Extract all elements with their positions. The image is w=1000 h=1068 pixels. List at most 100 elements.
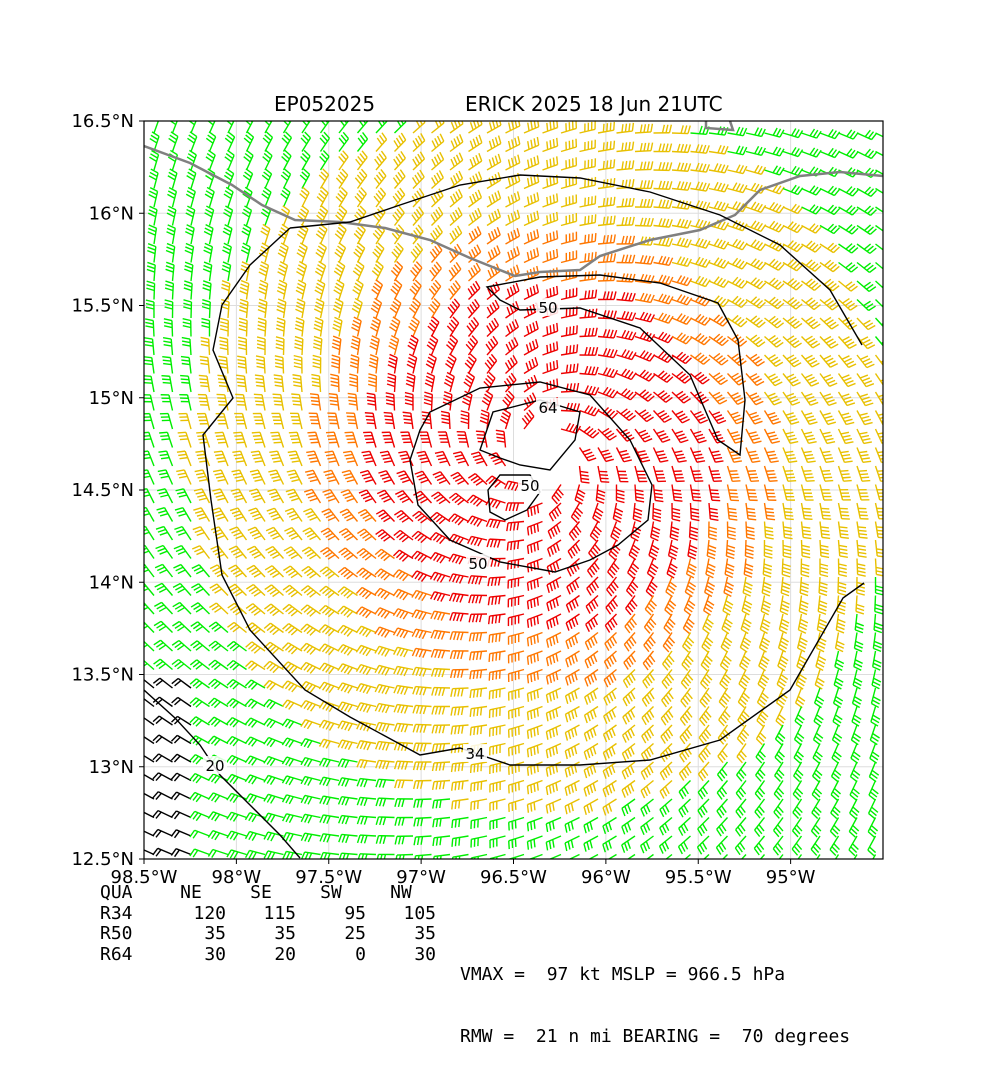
wind-barb <box>765 392 782 405</box>
wind-barb <box>795 707 804 727</box>
wind-barb <box>250 470 265 484</box>
wind-barb <box>248 527 265 540</box>
wind-barb <box>667 559 677 579</box>
wind-barb <box>736 818 746 837</box>
wind-barb <box>339 816 358 825</box>
wind-barb <box>349 374 357 392</box>
wind-barb <box>746 466 759 481</box>
wind-barb <box>876 540 886 557</box>
wind-barb <box>450 134 463 151</box>
wind-barb <box>598 197 615 207</box>
wind-barb <box>239 318 247 336</box>
wind-barb <box>756 762 765 781</box>
wind-barb <box>701 651 712 671</box>
wind-barb <box>338 721 357 731</box>
wind-barb <box>783 540 791 558</box>
wind-barb <box>252 432 265 447</box>
wind-barb <box>153 811 173 819</box>
wind-barb <box>376 723 395 732</box>
wind-barb <box>315 261 325 281</box>
wind-barb <box>575 485 585 505</box>
wind-barb <box>451 707 468 716</box>
wind-barb <box>646 577 657 597</box>
wind-barb <box>754 855 764 874</box>
wind-barb <box>487 191 501 207</box>
vmax-mslp-line: VMAX = 97 kt MSLP = 966.5 hPa <box>460 965 850 986</box>
wind-barb <box>356 607 376 618</box>
wind-barb <box>190 849 210 857</box>
wind-barb <box>429 280 440 299</box>
wind-barb <box>450 189 462 207</box>
wind-barb <box>301 132 310 152</box>
wind-barb <box>259 262 269 281</box>
wind-barb <box>222 262 231 281</box>
wind-barb <box>728 165 747 174</box>
wind-barb <box>149 150 158 170</box>
wind-barb <box>776 707 785 727</box>
wind-barb <box>413 170 425 188</box>
wind-barb <box>207 113 216 133</box>
wind-barb <box>348 393 358 410</box>
wind-barb <box>800 577 809 596</box>
wind-barb <box>820 355 838 367</box>
wind-barb <box>376 510 394 522</box>
wind-barb <box>832 744 841 764</box>
wind-barb <box>622 781 635 798</box>
wind-barb <box>584 781 598 797</box>
wind-barb <box>709 466 722 481</box>
wind-barb <box>372 280 383 300</box>
wind-barb <box>248 508 265 521</box>
wind-barb <box>376 760 395 769</box>
wind-barb <box>374 169 386 188</box>
r34-ne: 120 <box>156 904 226 925</box>
wind-barb <box>297 243 307 263</box>
wind-barb <box>282 719 302 728</box>
wind-barb <box>147 262 155 281</box>
wind-barb <box>165 300 173 318</box>
wind-barb <box>669 540 679 559</box>
wind-barb <box>301 643 321 654</box>
wind-barb <box>635 410 654 422</box>
wind-barb <box>292 375 302 392</box>
wind-barb <box>740 651 751 671</box>
wind-barb <box>395 836 413 844</box>
wind-barb <box>320 132 329 151</box>
wind-barb <box>642 688 654 707</box>
wind-barb <box>691 411 708 424</box>
wind-barb <box>140 451 154 466</box>
wind-barb <box>793 781 802 801</box>
wind-barb <box>580 196 596 207</box>
wind-barb <box>283 604 302 615</box>
wind-barb <box>153 716 172 725</box>
wind-barb <box>172 678 191 688</box>
wind-barb <box>738 688 749 708</box>
wind-barb <box>433 799 450 809</box>
wind-barb <box>223 225 232 244</box>
wind-barb <box>818 596 827 615</box>
wind-barb <box>257 318 266 336</box>
wind-barb <box>709 334 728 345</box>
wind-barb <box>487 136 501 152</box>
wind-barb <box>812 781 821 801</box>
wind-barb <box>322 509 339 522</box>
wind-barb <box>580 158 596 170</box>
wind-barb <box>302 547 320 559</box>
wind-barb <box>376 742 395 751</box>
wind-barb <box>376 798 394 806</box>
wind-barb <box>717 818 728 837</box>
wind-barb <box>524 155 539 170</box>
wind-barb <box>320 548 339 560</box>
wind-barb <box>158 451 172 466</box>
wind-barb <box>451 670 469 678</box>
wind-barb <box>269 451 283 466</box>
wind-barb <box>723 596 733 616</box>
wind-barb <box>876 149 896 158</box>
wind-barb <box>369 355 378 374</box>
wind-barb <box>225 132 234 152</box>
wind-barb <box>224 187 233 207</box>
wind-barb <box>765 522 774 539</box>
wind-barb <box>358 854 376 862</box>
wind-barb <box>737 744 746 763</box>
wind-barb <box>338 740 357 750</box>
wind-barb <box>507 522 524 532</box>
